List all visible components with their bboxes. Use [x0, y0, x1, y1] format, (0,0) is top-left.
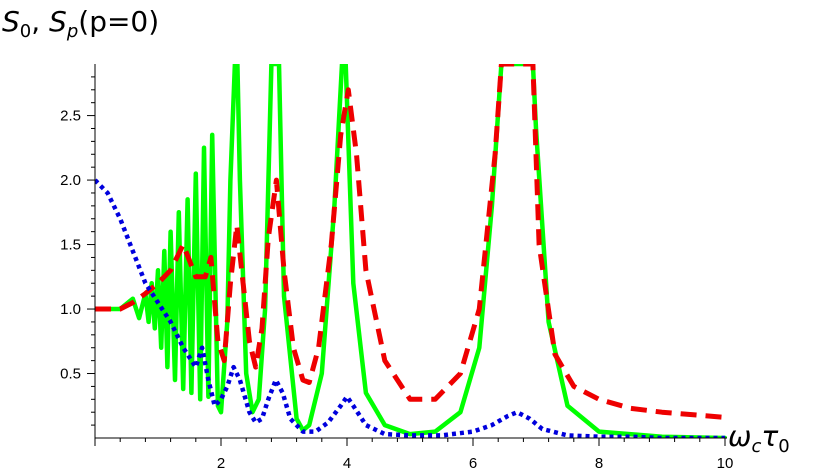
x-tick-label: 2	[217, 455, 225, 471]
y-tick-label: 2.5	[60, 108, 81, 125]
x-axis-title: ωcτ0	[728, 420, 790, 457]
x-title-tau-subscript: 0	[778, 436, 789, 457]
x-title-omega-subscript: c	[751, 436, 761, 457]
x-tick-label: 8	[595, 455, 603, 471]
x-title-omega-symbol: ω	[728, 420, 751, 453]
series-layer	[95, 64, 727, 438]
series-line-dotted	[95, 178, 725, 438]
y-tick-label: 2.0	[60, 172, 81, 189]
y-tick-label: 1.5	[60, 237, 81, 254]
y-title-sp-subscript: p	[66, 21, 78, 42]
x-title-tau-symbol: τ	[761, 420, 778, 453]
series-line-dashed	[95, 64, 726, 420]
series-line-solid	[95, 64, 727, 438]
tick-layer: 2 4 6 8 10 0.5 1.0 1.5 2.0 2.5	[60, 76, 734, 471]
y-tick-label: 1.0	[60, 301, 81, 318]
y-title-s0-subscript: 0	[20, 21, 31, 42]
x-tick-label: 4	[343, 455, 351, 471]
x-tick-label: 10	[717, 455, 734, 471]
x-tick-label: 6	[469, 455, 477, 471]
y-title-separator: ,	[31, 5, 49, 38]
y-tick-label: 0.5	[60, 366, 81, 383]
axes-layer	[94, 64, 727, 446]
y-title-sp-symbol: S	[49, 5, 67, 38]
y-title-sp-argument: (p=0)	[78, 5, 159, 38]
y-title-s0-symbol: S	[2, 5, 20, 38]
y-axis-title: S0, Sp(p=0)	[2, 5, 159, 42]
